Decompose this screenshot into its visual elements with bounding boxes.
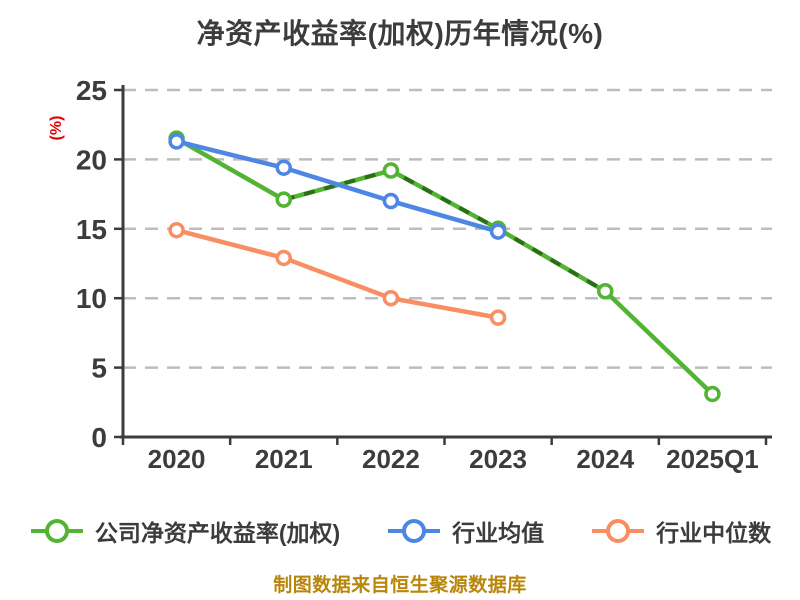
y-tick-label: 15 <box>76 214 107 245</box>
legend-item-industry-median[interactable]: 行业中位数 <box>590 514 771 548</box>
data-point-marker <box>489 309 507 326</box>
data-point-marker <box>275 191 292 208</box>
y-tick-label: 10 <box>76 283 107 314</box>
data-point-marker <box>382 162 400 179</box>
y-tick-label: 25 <box>76 75 107 106</box>
chart-legend: 公司净资产收益率(加权) 行业均值 行业中位数 <box>0 514 800 548</box>
y-tick-label: 0 <box>91 422 107 453</box>
x-tick-label: 2022 <box>362 444 420 474</box>
legend-label-company-roe: 公司净资产收益率(加权) <box>94 520 341 546</box>
data-point-marker <box>382 289 400 307</box>
x-tick-label: 2024 <box>576 444 634 474</box>
series-line <box>174 139 501 234</box>
x-tick-label: 2025Q1 <box>666 444 759 474</box>
company-roe-legend-marker-icon <box>30 519 83 543</box>
data-point-marker <box>597 283 614 300</box>
data-point-marker <box>168 133 185 150</box>
y-tick-label: 5 <box>91 353 107 384</box>
data-point-marker <box>382 192 400 210</box>
data-point-marker <box>168 221 185 239</box>
y-tick-label: 20 <box>76 144 107 175</box>
data-source-note: 制图数据来自恒生聚源数据库 <box>273 575 527 596</box>
industry-mean-legend-marker-icon <box>388 519 441 543</box>
x-tick-label: 2021 <box>255 444 313 474</box>
legend-label-industry-median: 行业中位数 <box>656 520 772 546</box>
chart-title: 净资产收益率(加权)历年情况(%) <box>196 18 604 49</box>
x-tick-label: 2023 <box>469 444 527 474</box>
x-tick-label: 2020 <box>148 444 206 474</box>
data-point-marker <box>489 223 507 240</box>
data-point-marker <box>704 385 721 403</box>
legend-item-company-roe[interactable]: 公司净资产收益率(加权) <box>29 514 340 548</box>
industry-median-legend-marker-icon <box>592 519 645 543</box>
series-line <box>174 227 501 320</box>
series-line <box>174 136 715 397</box>
series-line-dash-overlay <box>283 168 607 293</box>
legend-item-industry-mean[interactable]: 行业均值 <box>386 514 544 548</box>
data-point-marker <box>275 249 292 267</box>
legend-label-industry-mean: 行业均值 <box>452 520 545 546</box>
data-point-marker <box>275 159 292 176</box>
